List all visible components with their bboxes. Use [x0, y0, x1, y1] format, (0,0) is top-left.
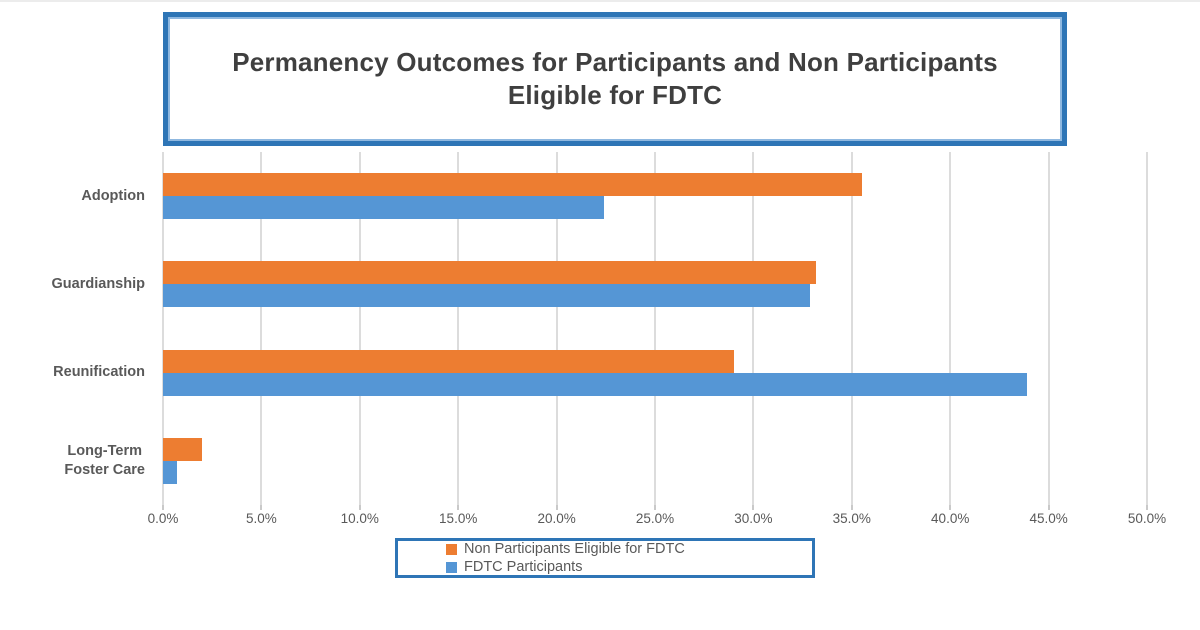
- x-tick-label: 0.0%: [147, 511, 179, 526]
- gridline: [162, 152, 164, 505]
- chart-title-box: Permanency Outcomes for Participants and…: [163, 12, 1067, 146]
- bar-non-participants-guardianship: [163, 261, 817, 285]
- chart-title-line-2: Eligible for FDTC: [507, 80, 723, 110]
- bar-non-participants-adoption: [163, 173, 862, 197]
- x-axis-tick: [1146, 505, 1148, 510]
- category-label-text: Long-Term Foster Care: [64, 442, 145, 478]
- chart-title-line-1: Permanency Outcomes for Participants and…: [232, 47, 998, 77]
- page-top-edge: [0, 0, 1200, 2]
- x-axis-tick: [260, 505, 263, 510]
- legend-label-fdtc-participants: FDTC Participants: [464, 558, 583, 575]
- gridline: [555, 152, 558, 505]
- x-tick-label: 35.0%: [832, 511, 871, 526]
- x-axis-tick: [752, 505, 755, 510]
- category-label-reunification: Reunification: [0, 349, 145, 397]
- gridline: [358, 152, 361, 505]
- x-tick-label: 50.0%: [1127, 511, 1167, 526]
- bar-non-participants-long-term-foster-care: [163, 437, 203, 461]
- category-label-adoption: Adoption: [0, 172, 145, 220]
- bar-non-participants-reunification: [163, 349, 734, 373]
- gridline: [654, 152, 656, 505]
- legend-swatch-orange-icon: [446, 543, 457, 555]
- gridline: [1047, 152, 1050, 505]
- category-label-text: Adoption: [81, 187, 145, 204]
- category-label-long-term-foster-care: Long-Term Foster Care: [0, 437, 145, 485]
- x-tick-label: 25.0%: [635, 511, 675, 526]
- x-axis-tick: [358, 505, 361, 510]
- gridline: [1146, 152, 1148, 505]
- x-tick-label: 45.0%: [1029, 511, 1068, 526]
- x-tick-label: 40.0%: [931, 511, 970, 526]
- chart-legend-content: Non Participants Eligible for FDTC FDTC …: [398, 541, 812, 575]
- bar-fdtc-participants-long-term-foster-care: [163, 460, 177, 484]
- x-tick-label: 5.0%: [246, 511, 277, 526]
- bar-fdtc-participants-reunification: [163, 372, 1027, 396]
- gridline: [260, 152, 263, 505]
- legend-item-fdtc-participants: FDTC Participants: [446, 559, 812, 576]
- x-axis-tick: [162, 505, 164, 510]
- bar-fdtc-participants-guardianship: [163, 284, 811, 308]
- x-tick-label: 30.0%: [734, 511, 773, 526]
- x-axis-tick: [850, 505, 853, 510]
- bar-fdtc-participants-adoption: [163, 196, 604, 220]
- x-axis-tick: [654, 505, 656, 510]
- category-label-text: Guardianship: [51, 275, 145, 292]
- category-label-text: Reunification: [53, 364, 145, 381]
- chart-legend: Non Participants Eligible for FDTC FDTC …: [395, 538, 815, 578]
- legend-label-non-participants: Non Participants Eligible for FDTC: [464, 540, 685, 557]
- x-tick-label: 10.0%: [340, 511, 379, 526]
- x-axis-tick: [949, 505, 952, 510]
- category-label-guardianship: Guardianship: [0, 260, 145, 308]
- chart-title-inner-border: Permanency Outcomes for Participants and…: [168, 17, 1062, 141]
- x-axis-tick: [555, 505, 558, 510]
- x-axis-tick: [457, 505, 460, 510]
- gridline: [850, 152, 853, 505]
- gridline: [949, 152, 952, 505]
- x-tick-label: 20.0%: [537, 511, 576, 526]
- legend-swatch-blue-icon: [446, 561, 457, 573]
- legend-item-non-participants: Non Participants Eligible for FDTC: [446, 541, 812, 558]
- gridline: [752, 152, 755, 505]
- x-axis-tick: [1047, 505, 1050, 510]
- x-tick-label: 15.0%: [439, 511, 478, 526]
- gridline: [457, 152, 460, 505]
